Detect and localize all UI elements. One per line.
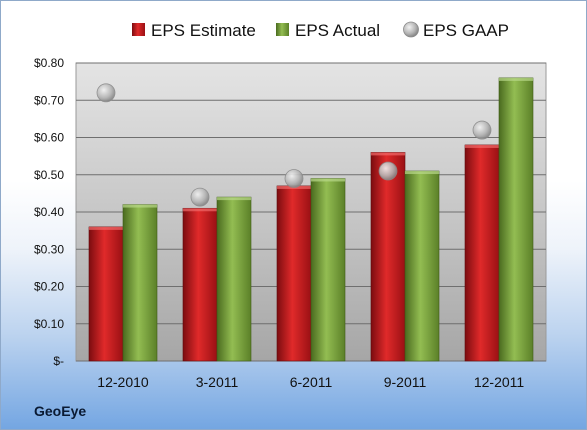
y-tick-label: $0.10 — [34, 317, 64, 331]
eps-gaap-marker — [472, 120, 492, 140]
eps-estimate-bar-cap — [183, 208, 217, 212]
eps-actual-bar — [498, 77, 534, 362]
legend-label: EPS Estimate — [151, 21, 256, 40]
y-tick-label: $0.40 — [34, 205, 64, 219]
eps-actual-bar-cap — [499, 77, 533, 81]
legend-swatch-estimate — [132, 23, 145, 36]
x-category-label: 6-2011 — [290, 374, 333, 390]
company-name: GeoEye — [34, 403, 87, 419]
x-category-label: 3-2011 — [196, 374, 239, 390]
legend: EPS Estimate EPS Actual EPS GAAP — [132, 21, 509, 40]
legend-label: EPS Actual — [295, 21, 380, 40]
y-tick-label: $0.30 — [34, 242, 64, 256]
eps-actual-bar — [404, 170, 440, 362]
y-tick-label: $0.50 — [34, 168, 64, 182]
y-tick-label: $- — [53, 354, 64, 368]
eps-estimate-bar — [276, 185, 312, 362]
y-tick-label: $0.60 — [34, 131, 64, 145]
eps-actual-bar-cap — [405, 171, 439, 175]
legend-swatch-actual — [276, 23, 289, 36]
eps-estimate-bar-cap — [465, 144, 499, 148]
bars — [88, 77, 534, 362]
x-category-label: 12-2011 — [474, 374, 525, 390]
eps-gaap-marker — [96, 83, 116, 103]
x-category-label: 9-2011 — [384, 374, 427, 390]
eps-estimate-bar — [464, 144, 500, 362]
eps-estimate-bar-cap — [89, 226, 123, 230]
x-category-label: 12-2010 — [97, 374, 149, 390]
eps-estimate-bar — [370, 152, 406, 362]
eps-actual-bar — [216, 196, 252, 362]
eps-actual-bar-cap — [123, 204, 157, 208]
y-axis-ticks: $- $0.10 $0.20 $0.30 $0.40 $0.50 $0.60 $0.70 $0.… — [34, 56, 64, 368]
eps-gaap-marker — [378, 161, 398, 181]
eps-gaap-marker — [284, 169, 304, 188]
eps-actual-bar — [122, 204, 158, 362]
eps-actual-bar-cap — [217, 197, 251, 201]
y-tick-label: $0.20 — [34, 280, 64, 294]
eps-estimate-bar — [182, 207, 218, 362]
eps-actual-bar — [310, 178, 346, 362]
eps-actual-bar-cap — [311, 178, 345, 182]
legend-label: EPS GAAP — [423, 21, 509, 40]
y-tick-label: $0.70 — [34, 93, 64, 107]
legend-swatch-gaap — [403, 21, 419, 38]
x-axis-categories: 12-2010 3-2011 6-2011 9-2011 12-2011 — [97, 374, 524, 390]
y-tick-label: $0.80 — [34, 56, 64, 70]
eps-estimate-bar — [88, 226, 124, 362]
eps-gaap-marker — [190, 187, 210, 207]
eps-estimate-bar-cap — [371, 152, 405, 156]
gaap-markers — [96, 83, 492, 207]
